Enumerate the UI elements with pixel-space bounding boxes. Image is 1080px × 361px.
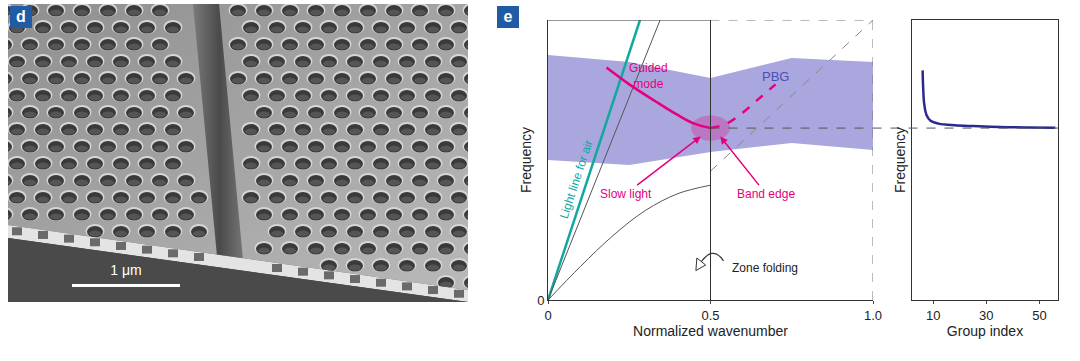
svg-text:Zone folding: Zone folding: [732, 261, 798, 275]
svg-text:0: 0: [537, 293, 544, 308]
svg-text:Band edge: Band edge: [737, 187, 795, 201]
html-text:d: d: [16, 8, 26, 25]
svg-text:50: 50: [1032, 308, 1046, 323]
svg-text:1.0: 1.0: [864, 308, 882, 323]
svg-text:10: 10: [926, 308, 940, 323]
html-text:e: e: [503, 8, 513, 25]
svg-text:Frequency: Frequency: [518, 127, 534, 193]
svg-text:Normalized wavenumber: Normalized wavenumber: [633, 323, 788, 339]
svg-text:1 μm: 1 μm: [110, 262, 141, 278]
svg-text:0.5: 0.5: [701, 308, 719, 323]
svg-text:PBG: PBG: [762, 69, 789, 84]
svg-text:Light line for air: Light line for air: [557, 138, 596, 220]
svg-text:Guidedmode: Guidedmode: [629, 61, 668, 91]
svg-text:Group index: Group index: [947, 323, 1023, 339]
svg-text:Frequency: Frequency: [892, 127, 908, 193]
svg-text:30: 30: [979, 308, 993, 323]
svg-text:0: 0: [544, 308, 551, 323]
svg-text:Slow light: Slow light: [600, 187, 652, 201]
